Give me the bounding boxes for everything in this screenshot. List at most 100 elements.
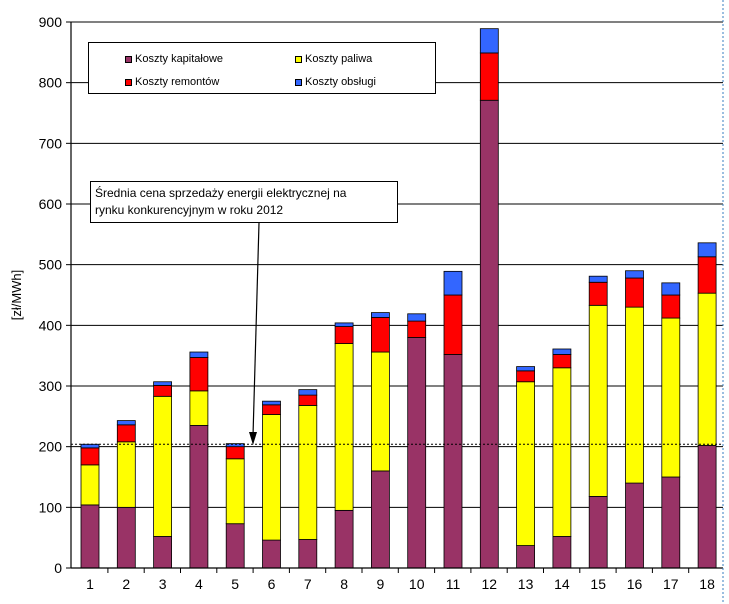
legend-item-service-costs: Koszty obsługi [295, 76, 376, 88]
bar-segment-2 [552, 367, 572, 537]
bar-segment-3 [334, 326, 354, 344]
bar-segment-1 [153, 536, 173, 569]
bar-segment-1 [334, 509, 354, 569]
y-tick-label: 800 [39, 75, 63, 91]
y-tick-label: 200 [39, 439, 63, 455]
legend-swatch-fuel [295, 55, 302, 63]
bar-segment-4 [407, 313, 427, 322]
y-tick-label: 600 [39, 196, 63, 212]
bar-segment-2 [334, 343, 354, 511]
y-tick-label: 0 [54, 560, 62, 576]
bar-segment-2 [370, 351, 390, 472]
y-tick-label: 300 [39, 378, 63, 394]
x-tick-label: 17 [663, 576, 679, 592]
bar-segment-2 [661, 317, 681, 478]
bar-segment-4 [661, 282, 681, 296]
bar-segment-3 [225, 446, 245, 460]
annotation-line-2: rynku konkurencyjnym w roku 2012 [95, 203, 284, 217]
x-tick-label: 18 [699, 576, 715, 592]
bar-segment-4 [479, 28, 499, 54]
bar-segment-4 [80, 443, 100, 449]
bar-segment-1 [189, 425, 209, 569]
bar-segment-4 [443, 270, 463, 296]
y-tick-label: 700 [39, 135, 63, 151]
bar-segment-4 [262, 400, 281, 406]
bar-segment-2 [262, 414, 281, 541]
x-tick-label: 10 [409, 576, 425, 592]
bar-segment-1 [697, 445, 717, 569]
bar-segment-2 [116, 441, 136, 508]
x-tick-label: 13 [518, 576, 534, 592]
bar-segment-2 [225, 458, 245, 525]
bar-segment-4 [153, 381, 173, 386]
axes [70, 22, 723, 569]
annotation-box: Średnia cena sprzedaży energii elektrycz… [90, 181, 398, 223]
bar-segment-2 [588, 304, 608, 497]
bar-segment-1 [588, 496, 608, 569]
bar-segment-1 [479, 99, 499, 569]
y-tick-labels: 0 100 200 300 400 500 600 700 800 900 [39, 14, 63, 576]
legend-item-fuel-costs: Koszty paliwa [295, 53, 372, 65]
bar-segment-3 [153, 384, 173, 397]
bar-segment-2 [516, 381, 535, 546]
bar-segment-4 [298, 389, 318, 396]
bar-segment-2 [153, 395, 173, 537]
legend-label-repair: Koszty remontów [135, 76, 220, 88]
x-tick-label: 8 [340, 576, 348, 592]
bar-segment-1 [80, 504, 100, 569]
x-tick-labels: 1 2 3 4 5 6 7 8 9 10 11 12 13 14 15 16 17 18 [86, 576, 715, 592]
bar-segment-1 [552, 536, 572, 569]
legend-swatch-capital [125, 55, 132, 63]
bar-segment-2 [697, 292, 717, 446]
y-tick-label: 100 [39, 499, 63, 515]
bar-segment-3 [479, 52, 499, 101]
bars [80, 28, 717, 573]
bar-segment-3 [516, 370, 535, 383]
legend-item-capital-costs: Koszty kapitałowe [125, 53, 223, 65]
legend-label-fuel: Koszty paliwa [305, 53, 373, 65]
bar-segment-1 [225, 523, 245, 569]
bar-segment-4 [189, 351, 209, 358]
x-tick-label: 3 [159, 576, 167, 592]
bar-segment-3 [661, 294, 681, 319]
x-tick-label: 7 [304, 576, 312, 592]
bar-segment-1 [625, 482, 644, 569]
x-tick-label: 4 [195, 576, 203, 592]
bar-segment-1 [443, 354, 463, 569]
x-tick-label: 9 [377, 576, 385, 592]
x-tick-label: 11 [446, 576, 461, 592]
bar-segment-1 [516, 545, 535, 569]
bar-segment-4 [370, 312, 390, 318]
bar-segment-2 [625, 306, 644, 484]
y-axis-label: [zł/MWh] [9, 270, 24, 321]
bar-segment-2 [80, 464, 100, 506]
bar-segment-3 [298, 394, 318, 406]
x-tick-label: 5 [231, 576, 239, 592]
x-tick-label: 2 [122, 576, 130, 592]
x-tick-label: 12 [482, 576, 498, 592]
bar-segment-3 [370, 317, 390, 353]
annotation-arrow [249, 222, 260, 445]
bar-segment-1 [298, 539, 318, 569]
legend-item-repair-costs: Koszty remontów [125, 76, 219, 88]
bar-segment-4 [552, 348, 572, 355]
y-tick-label: 400 [39, 317, 63, 333]
x-tick-label: 16 [627, 576, 643, 592]
bar-segment-3 [588, 281, 608, 306]
legend-swatch-repair [125, 78, 132, 86]
bar-segment-3 [262, 404, 281, 415]
bar-segment-1 [262, 539, 281, 569]
bar-segment-3 [443, 294, 463, 355]
bar-segment-3 [80, 447, 100, 466]
bar-segment-4 [116, 420, 136, 426]
x-tick-label: 1 [86, 576, 94, 592]
bar-segment-4 [225, 443, 245, 448]
bar-segment-1 [661, 476, 681, 569]
x-tick-label: 14 [554, 576, 570, 592]
legend-label-capital: Koszty kapitałowe [135, 53, 224, 65]
bar-segment-1 [407, 337, 427, 569]
legend-label-service: Koszty obsługi [305, 76, 376, 88]
bar-segment-4 [516, 366, 535, 372]
bar-segment-4 [697, 242, 717, 258]
bar-segment-3 [552, 354, 572, 369]
